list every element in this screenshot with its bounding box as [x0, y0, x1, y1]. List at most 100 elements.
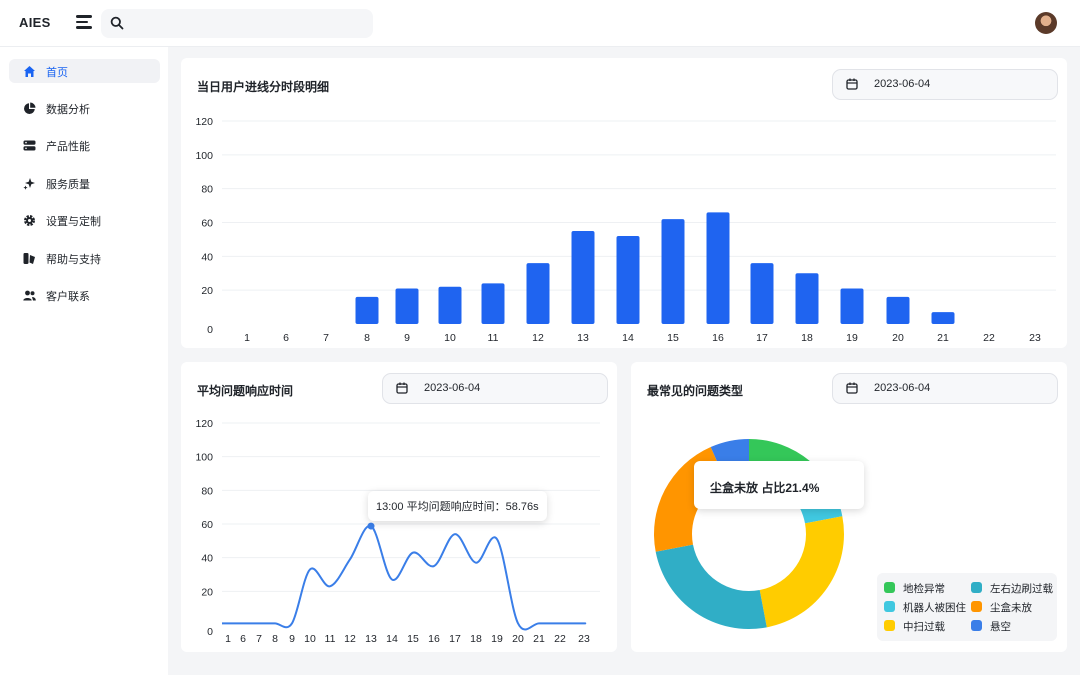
search-box[interactable]: [101, 9, 373, 38]
search-input[interactable]: [135, 13, 367, 35]
bar-mark: [526, 263, 550, 324]
legend-swatch: [971, 582, 982, 593]
line-y-tick-label: 20: [201, 586, 213, 598]
bar-x-tick-label: 17: [756, 332, 768, 344]
line-x-tick-label: 15: [407, 633, 419, 645]
line-x-tick-label: 6: [240, 633, 246, 645]
legend-label: 地检异常: [903, 583, 945, 595]
response-chart-title: 平均问题响应时间: [197, 384, 294, 398]
legend-label: 左右边刷过载: [990, 583, 1053, 595]
line-y-tick-label: 100: [195, 452, 213, 464]
legend-label: 机器人被困住: [903, 602, 966, 614]
pie-chart-icon: [24, 102, 36, 114]
bar-mark: [438, 286, 462, 324]
problem-types-tooltip: 尘盒未放 占比21.4%: [694, 461, 864, 509]
bar-y-tick-label: 120: [195, 116, 213, 128]
bar-y-tick-label: 100: [195, 150, 213, 162]
legend-swatch: [884, 620, 895, 631]
sidebar-item-label: 数据分析: [46, 104, 90, 116]
line-x-tick-label: 14: [386, 633, 398, 645]
server-icon: [23, 140, 36, 151]
bar-x-tick-label: 13: [577, 332, 589, 344]
bar-x-tick-label: 8: [364, 332, 370, 344]
line-x-tick-label: 19: [491, 633, 503, 645]
bar-x-tick-label: 12: [532, 332, 544, 344]
line-x-tick-label: 20: [512, 633, 524, 645]
bar-mark: [931, 312, 955, 324]
hourly-chart-title: 当日用户进线分时段明细: [197, 80, 330, 94]
bar-x-tick-label: 11: [488, 332, 499, 344]
bar-x-tick-label: 6: [283, 332, 289, 344]
bar-mark: [706, 212, 730, 324]
bar-y-tick-label: 20: [201, 285, 213, 297]
line-x-tick-label: 23: [578, 633, 590, 645]
sidebar-item-label: 帮助与支持: [46, 254, 101, 266]
sidebar-item-home[interactable]: 首页: [9, 59, 160, 83]
bar-x-tick-label: 19: [846, 332, 858, 344]
problem-types-date-picker[interactable]: 2023-06-04: [832, 373, 1058, 404]
menu-toggle-icon[interactable]: [76, 15, 92, 29]
user-avatar[interactable]: [1035, 12, 1057, 34]
sidebar-item-product-performance[interactable]: 产品性能: [9, 133, 160, 157]
bar-x-tick-label: 18: [801, 332, 813, 344]
bar-x-tick-label: 10: [444, 332, 456, 344]
bar-x-tick-label: 1: [244, 332, 250, 344]
response-date-value: 2023-06-04: [424, 382, 481, 394]
sidebar-item-data-analysis[interactable]: 数据分析: [9, 96, 160, 120]
line-y-tick-label: 40: [201, 553, 213, 565]
bar-x-tick-label: 14: [622, 332, 634, 344]
line-highlight-point: [367, 522, 375, 530]
line-y-tick-label: 120: [195, 418, 213, 430]
bar-x-tick-label: 15: [667, 332, 679, 344]
bar-x-tick-label: 23: [1029, 332, 1041, 344]
sparkle-icon: [23, 178, 35, 190]
gear-icon: [24, 215, 35, 226]
legend-swatch: [971, 620, 982, 631]
sidebar-item-service-quality[interactable]: 服务质量: [9, 171, 160, 195]
line-x-tick-label: 11: [325, 633, 336, 645]
calendar-icon: [846, 382, 858, 394]
bar-y-tick-label: 60: [201, 218, 213, 230]
line-x-tick-label: 22: [554, 633, 566, 645]
line-x-tick-label: 10: [304, 633, 316, 645]
sidebar-item-customer-contact[interactable]: 客户联系: [9, 283, 160, 307]
response-time-line: [222, 525, 587, 631]
line-x-tick-label: 1: [225, 633, 231, 645]
legend-swatch: [884, 601, 895, 612]
legend-label: 悬空: [990, 621, 1011, 633]
users-icon: [23, 290, 36, 301]
brand-logo[interactable]: AIES: [19, 15, 51, 30]
bar-mark: [355, 296, 379, 324]
sidebar-item-label: 首页: [46, 67, 68, 79]
bar-mark: [661, 219, 685, 324]
sidebar-item-label: 客户联系: [46, 291, 90, 303]
legend-swatch: [971, 601, 982, 612]
search-icon: [110, 16, 124, 30]
sidebar-item-settings[interactable]: 设置与定制: [9, 208, 160, 232]
line-x-tick-label: 9: [289, 633, 295, 645]
calendar-icon: [396, 382, 408, 394]
line-x-tick-label: 21: [533, 633, 545, 645]
sidebar: 首页 数据分析 产品性能 服务质量 设置与定制 帮助与支持 客户联系: [0, 47, 168, 675]
bar-mark: [395, 288, 419, 324]
problem-types-title: 最常见的问题类型: [647, 384, 744, 398]
line-x-tick-label: 13: [365, 633, 377, 645]
bar-x-tick-label: 22: [983, 332, 995, 344]
top-bar: AIES: [0, 0, 1080, 47]
line-x-tick-label: 18: [470, 633, 482, 645]
sidebar-item-label: 产品性能: [46, 141, 90, 153]
donut-slice: [759, 516, 844, 628]
bar-mark: [750, 263, 774, 324]
bar-mark: [571, 230, 595, 324]
bar-y-tick-label: 40: [201, 251, 213, 263]
bar-y-tick-label: 80: [201, 184, 213, 196]
line-y-tick-label: 0: [207, 626, 213, 638]
problem-types-date-value: 2023-06-04: [874, 382, 931, 394]
sidebar-item-help[interactable]: 帮助与支持: [9, 246, 160, 270]
bar-mark: [795, 273, 819, 324]
hourly-date-picker[interactable]: 2023-06-04: [832, 69, 1058, 100]
bar-x-tick-label: 16: [712, 332, 724, 344]
bar-mark: [616, 236, 640, 324]
response-date-picker[interactable]: 2023-06-04: [382, 373, 608, 404]
line-x-tick-label: 8: [272, 633, 278, 645]
